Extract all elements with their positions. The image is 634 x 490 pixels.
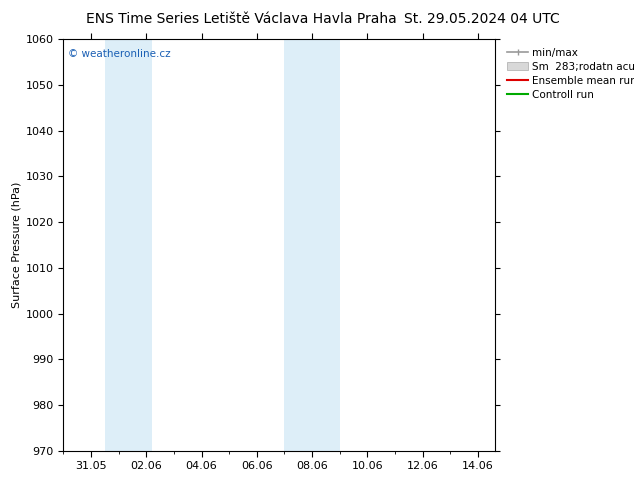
Bar	[285, 39, 340, 451]
Text: St. 29.05.2024 04 UTC: St. 29.05.2024 04 UTC	[404, 12, 560, 26]
Text: © weatheronline.cz: © weatheronline.cz	[68, 49, 171, 59]
Legend: min/max, Sm  283;rodatn acute; odchylka, Ensemble mean run, Controll run: min/max, Sm 283;rodatn acute; odchylka, …	[504, 45, 634, 103]
Y-axis label: Surface Pressure (hPa): Surface Pressure (hPa)	[11, 182, 22, 308]
Bar	[105, 39, 152, 451]
Text: ENS Time Series Letiště Václava Havla Praha: ENS Time Series Letiště Václava Havla Pr…	[86, 12, 396, 26]
